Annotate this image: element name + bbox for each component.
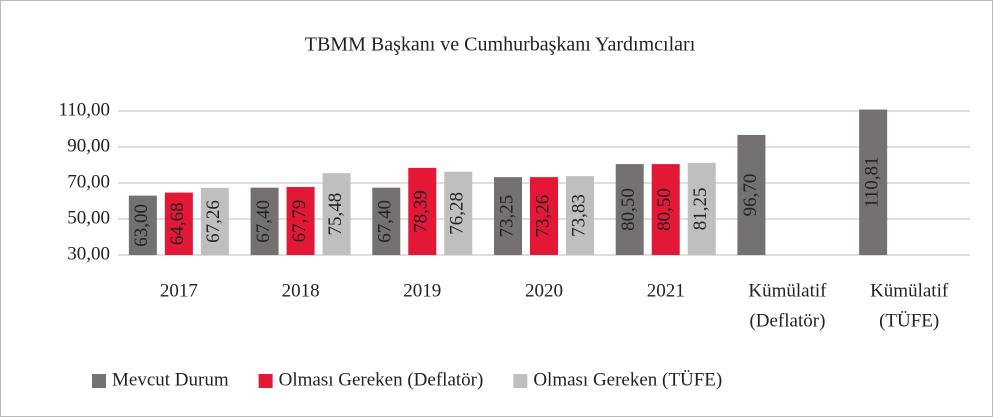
- x-tick-label: 2018: [282, 280, 320, 301]
- value-label: 67,79: [289, 200, 310, 243]
- x-tick-label: (TÜFE): [879, 310, 939, 331]
- y-tick-label: 30,00: [67, 243, 110, 264]
- x-tick-label: (Deflatör): [749, 310, 825, 331]
- value-label: 67,26: [203, 200, 224, 243]
- value-label: 67,40: [253, 200, 274, 243]
- value-label: 67,40: [375, 200, 396, 243]
- value-label: 80,50: [654, 188, 675, 231]
- bar: [615, 164, 644, 255]
- x-tick-label: Kümülatif: [870, 280, 949, 301]
- y-tick-label: 90,00: [67, 135, 110, 156]
- legend-label: Olması Gereken (Deflatör): [279, 369, 484, 390]
- bar: [164, 192, 193, 255]
- bar: [286, 186, 315, 255]
- value-label: 80,50: [618, 188, 639, 231]
- value-label: 78,39: [411, 190, 432, 233]
- value-label: 73,25: [496, 195, 517, 238]
- bar: [200, 187, 229, 255]
- value-label: 76,28: [447, 192, 468, 235]
- bar: [408, 167, 437, 255]
- legend-swatch: [258, 374, 273, 388]
- x-tick-label: 2021: [647, 280, 685, 301]
- value-label: 64,68: [167, 202, 188, 245]
- value-label: 63,00: [131, 204, 152, 247]
- bar: [651, 164, 680, 255]
- x-tick-label: Kümülatif: [748, 280, 827, 301]
- legend-label: Mevcut Durum: [112, 369, 229, 390]
- chart-title: TBMM Başkanı ve Cumhurbaşkanı Yardımcıla…: [305, 34, 696, 56]
- y-tick-label: 110,00: [58, 99, 110, 120]
- bar: [322, 173, 351, 255]
- value-label: 73,26: [532, 195, 553, 238]
- value-label: 73,83: [568, 194, 589, 237]
- legend-swatch: [513, 374, 528, 388]
- bar: [494, 177, 522, 255]
- bar: [566, 176, 594, 255]
- bar: [128, 195, 157, 255]
- x-tick-label: 2019: [403, 280, 441, 301]
- y-tick-label: 70,00: [67, 171, 110, 192]
- bar: [250, 187, 279, 255]
- bar: [687, 162, 716, 255]
- x-tick-label: 2017: [160, 280, 198, 301]
- value-label: 75,48: [325, 193, 346, 236]
- legend-label: Olması Gereken (TÜFE): [533, 369, 722, 390]
- y-tick-label: 50,00: [67, 207, 110, 228]
- value-label: 110,81: [862, 156, 883, 208]
- bar: [859, 109, 888, 256]
- legend-swatch: [92, 374, 106, 388]
- bar: [530, 177, 558, 255]
- bar: [737, 134, 766, 255]
- value-label: 81,25: [690, 188, 711, 231]
- value-label: 96,70: [740, 174, 761, 217]
- x-tick-label: 2020: [525, 280, 563, 301]
- bar: [444, 171, 473, 255]
- bar: [372, 187, 401, 255]
